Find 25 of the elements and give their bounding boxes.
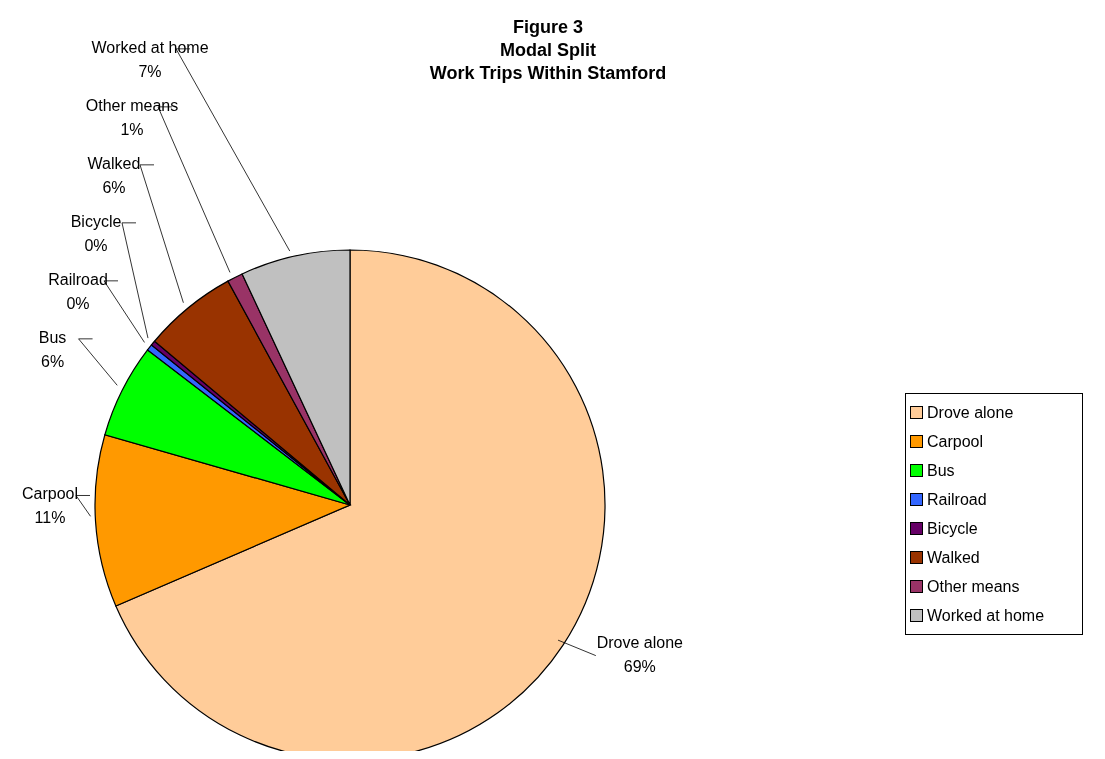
data-label: 11% [34,509,66,527]
slice-label: Drove alone [596,633,684,651]
slice-label: Railroad [48,270,108,288]
slice-label: Other means [85,96,179,114]
legend-label: Railroad [927,490,987,509]
legend-label: Bicycle [927,519,978,538]
legend-label: Walked [927,548,980,567]
slice-label: Bicycle [70,212,122,230]
legend-label: Drove alone [927,403,1014,422]
data-label: 6% [102,178,126,196]
data-label: 69% [623,657,656,675]
slice-label: Carpool [21,485,79,503]
legend-label: Worked at home [927,606,1045,625]
legend-label: Other means [927,577,1020,596]
slice-label: Walked [87,154,141,172]
data-label: 0% [84,236,108,254]
legend-label: Bus [927,461,955,480]
data-label: 7% [138,62,162,80]
slice-label: Worked at home [91,38,209,56]
data-label: 1% [120,120,144,138]
data-label: 6% [41,352,65,370]
chart-title: Figure 3 Modal Split Work Trips Within Stamford [428,16,668,85]
slice-label: Bus [38,328,67,346]
legend-label: Carpool [927,432,984,451]
data-label: 0% [66,294,90,312]
